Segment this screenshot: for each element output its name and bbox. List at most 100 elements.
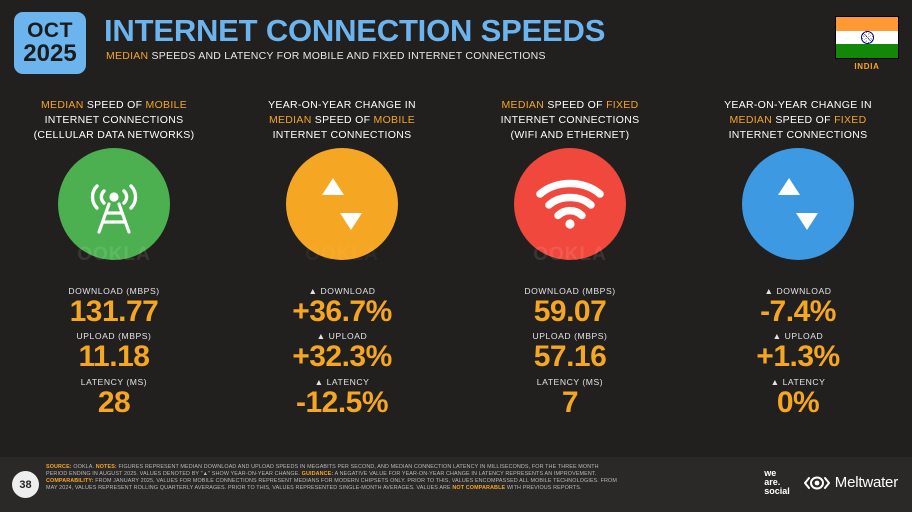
- heading-token: FIXED: [834, 114, 867, 127]
- metric-upload: ▲ UPLOAD +1.3%: [684, 331, 912, 373]
- metric-label: LATENCY (MS): [80, 376, 148, 387]
- heading-token: MEDIAN: [268, 114, 312, 127]
- metric-latency: LATENCY (MS) 7: [456, 377, 684, 419]
- column-heading: MEDIAN SPEED OF MOBILE INTERNET CONNECTI…: [34, 96, 195, 148]
- metric-label: ▲ DOWNLOAD: [764, 286, 832, 296]
- heading-token: INTERNET CONNECTIONS: [44, 114, 184, 127]
- icon-circle-wrap: OOKLA: [0, 148, 228, 278]
- footnote-text: OOKLA.: [71, 464, 96, 470]
- heading-token: MEDIAN: [40, 99, 84, 111]
- heading-token: INTERNET CONNECTIONS: [500, 114, 640, 127]
- metric-label-text: DOWNLOAD: [776, 286, 832, 296]
- heading-token: SPEED OF: [772, 114, 835, 127]
- india-flag-icon: [835, 16, 899, 59]
- metric-upload: UPLOAD (MBPS) 11.18: [0, 331, 228, 373]
- metric-value: +1.3%: [756, 340, 840, 374]
- icon-circle-wrap: OOKLA: [228, 148, 456, 278]
- metric-download: DOWNLOAD (MBPS) 59.07: [456, 286, 684, 328]
- footer: 38 SOURCE: OOKLA. NOTES: FIGURES REPRESE…: [0, 457, 912, 512]
- metric-value: 7: [561, 385, 579, 419]
- metric-label-text: DOWNLOAD: [320, 286, 376, 296]
- footnote-text: A NEGATIVE VALUE FOR YEAR-ON-YEAR CHANGE…: [333, 471, 597, 478]
- page-number-badge: 38: [12, 471, 39, 498]
- meltwater-eye-icon: [803, 476, 830, 490]
- metric-latency: LATENCY (MS) 28: [0, 377, 228, 419]
- footnote-line: MAY 2024, VALUES REPRESENT ROLLING QUART…: [46, 485, 706, 492]
- metric-label-text: LATENCY: [782, 376, 826, 387]
- page-title: INTERNET CONNECTION SPEEDS: [104, 13, 606, 48]
- icon-circle-wrap: OOKLA: [456, 148, 684, 278]
- footnote-text: FIGURES REPRESENT MEDIAN DOWNLOAD AND UP…: [116, 464, 599, 470]
- country-flag-block: INDIA: [835, 16, 899, 71]
- logo-line: are.: [764, 477, 781, 488]
- metric-columns: MEDIAN SPEED OF MOBILE INTERNET CONNECTI…: [0, 96, 912, 452]
- date-badge: OCT 2025: [14, 12, 86, 74]
- metric-list: ▲ DOWNLOAD +36.7% ▲ UPLOAD +32.3% ▲ LATE…: [228, 278, 456, 422]
- heading-token: YEAR-ON-YEAR CHANGE IN: [268, 99, 416, 111]
- icon-circle: [742, 148, 854, 260]
- metric-value: +32.3%: [292, 340, 392, 374]
- metric-value: 11.18: [78, 340, 150, 374]
- footnote-emph: GUIDANCE:: [301, 471, 334, 478]
- heading-token: (CELLULAR DATA NETWORKS): [33, 129, 195, 142]
- footnote-emph: NOTES:: [95, 464, 117, 470]
- metric-label: ▲ UPLOAD: [772, 331, 824, 342]
- date-month: OCT: [27, 18, 73, 42]
- column-heading: MEDIAN SPEED OF FIXED INTERNET CONNECTIO…: [501, 96, 640, 148]
- metric-label-text: LATENCY: [326, 376, 370, 387]
- brand-logos: we are. social Meltwater: [764, 468, 898, 497]
- heading-token: MEDIAN: [501, 99, 545, 111]
- metric-value: 57.16: [533, 340, 607, 374]
- metric-label: ▲ LATENCY: [314, 376, 370, 387]
- meltwater-logo: Meltwater: [803, 474, 898, 491]
- metric-download: DOWNLOAD (MBPS) 131.77: [0, 286, 228, 328]
- icon-circle-wrap: [684, 148, 912, 278]
- heading-token: INTERNET CONNECTIONS: [728, 129, 868, 142]
- header: OCT 2025 INTERNET CONNECTION SPEEDS MEDI…: [0, 0, 912, 92]
- metric-upload: UPLOAD (MBPS) 57.16: [456, 331, 684, 373]
- heading-token: FIXED: [606, 99, 639, 111]
- footnote-emph: NOT COMPARABLE: [452, 485, 506, 492]
- footnote-text: PERIOD ENDING IN AUGUST 2025. VALUES DEN…: [46, 471, 302, 478]
- metric-label: ▲ UPLOAD: [316, 331, 368, 342]
- metric-label: UPLOAD (MBPS): [76, 331, 152, 342]
- metric-latency: ▲ LATENCY 0%: [684, 377, 912, 419]
- wifi-icon: [536, 179, 604, 229]
- metric-value: 0%: [776, 385, 820, 419]
- icon-circle: [514, 148, 626, 260]
- logo-line: we: [764, 468, 777, 478]
- column-heading: YEAR-ON-YEAR CHANGE IN MEDIAN SPEED OF F…: [724, 96, 872, 148]
- footnotes: SOURCE: OOKLA. NOTES: FIGURES REPRESENT …: [46, 464, 706, 493]
- heading-token: MOBILE: [145, 99, 188, 111]
- heading-token: MOBILE: [373, 114, 416, 127]
- metric-list: DOWNLOAD (MBPS) 59.07 UPLOAD (MBPS) 57.1…: [456, 278, 684, 422]
- metric-download: ▲ DOWNLOAD +36.7%: [228, 286, 456, 328]
- metric-label-text: UPLOAD: [784, 331, 824, 342]
- metric-value: -12.5%: [295, 385, 389, 419]
- column-heading: YEAR-ON-YEAR CHANGE IN MEDIAN SPEED OF M…: [268, 96, 416, 148]
- subtitle-rest: SPEEDS AND LATENCY FOR MOBILE AND FIXED …: [148, 50, 546, 62]
- metric-value: 131.77: [69, 295, 159, 328]
- metric-label: DOWNLOAD (MBPS): [524, 286, 616, 296]
- metric-list: DOWNLOAD (MBPS) 131.77 UPLOAD (MBPS) 11.…: [0, 278, 228, 422]
- country-label: INDIA: [854, 62, 880, 71]
- metric-latency: ▲ LATENCY -12.5%: [228, 377, 456, 419]
- column-fixed-speed: MEDIAN SPEED OF FIXED INTERNET CONNECTIO…: [456, 96, 684, 452]
- subtitle-highlight: MEDIAN: [106, 50, 149, 62]
- metric-value: -7.4%: [760, 295, 836, 328]
- metric-label: ▲ DOWNLOAD: [308, 286, 376, 296]
- metric-value: 59.07: [533, 295, 607, 328]
- footnote-line: PERIOD ENDING IN AUGUST 2025. VALUES DEN…: [46, 471, 706, 478]
- cell-tower-icon: [90, 184, 138, 234]
- metric-label: DOWNLOAD (MBPS): [68, 286, 160, 296]
- metric-list: ▲ DOWNLOAD -7.4% ▲ UPLOAD +1.3% ▲ LATENC…: [684, 278, 912, 422]
- column-fixed-yoy: YEAR-ON-YEAR CHANGE IN MEDIAN SPEED OF F…: [684, 96, 912, 452]
- metric-value: 28: [97, 385, 131, 419]
- heading-token: SPEED OF: [83, 99, 146, 111]
- heading-token: (WIFI AND ETHERNET): [510, 129, 630, 142]
- metric-download: ▲ DOWNLOAD -7.4%: [684, 286, 912, 328]
- footnote-text: MAY 2024, VALUES REPRESENT ROLLING QUART…: [46, 485, 453, 492]
- footnote-line: SOURCE: OOKLA. NOTES: FIGURES REPRESENT …: [46, 464, 706, 471]
- we-are-social-logo: we are. social: [764, 468, 790, 497]
- up-down-arrows-icon: [778, 177, 818, 231]
